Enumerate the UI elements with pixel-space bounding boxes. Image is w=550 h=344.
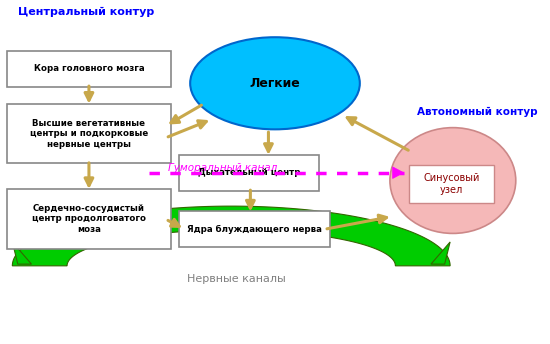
Ellipse shape xyxy=(390,128,516,234)
Polygon shape xyxy=(12,206,450,266)
FancyBboxPatch shape xyxy=(179,155,319,191)
Text: Высшие вегетативные
центры и подкорковые
нервные центры: Высшие вегетативные центры и подкорковые… xyxy=(30,119,148,149)
Text: Синусовый
узел: Синусовый узел xyxy=(424,173,480,195)
Text: Нервные каналы: Нервные каналы xyxy=(188,275,286,284)
Text: Гуморальный канал: Гуморальный канал xyxy=(168,163,278,173)
Text: Сердечно-сосудистый
центр продолговатого
моза: Сердечно-сосудистый центр продолговатого… xyxy=(32,204,146,234)
FancyBboxPatch shape xyxy=(409,165,494,203)
Text: Дыхательный центр: Дыхательный центр xyxy=(198,168,300,178)
FancyBboxPatch shape xyxy=(7,104,171,163)
Text: Центральный контур: Центральный контур xyxy=(18,7,154,17)
FancyBboxPatch shape xyxy=(7,51,171,87)
FancyBboxPatch shape xyxy=(179,211,329,247)
Text: Автономный контур: Автономный контур xyxy=(417,107,538,117)
Polygon shape xyxy=(431,242,450,264)
Text: Кора головного мозга: Кора головного мозга xyxy=(34,64,144,73)
Text: Ядра блуждающего нерва: Ядра блуждающего нерва xyxy=(187,225,322,234)
Polygon shape xyxy=(393,167,404,179)
FancyBboxPatch shape xyxy=(7,189,171,249)
Text: Легкие: Легкие xyxy=(250,77,300,90)
Polygon shape xyxy=(12,242,31,264)
Ellipse shape xyxy=(190,37,360,129)
